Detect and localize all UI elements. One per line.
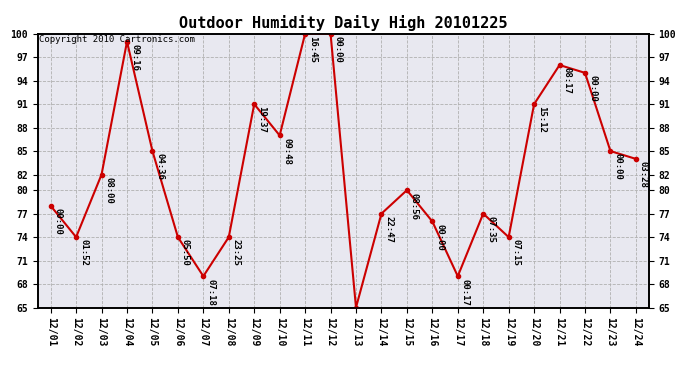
Text: 00:00: 00:00: [588, 75, 597, 102]
Text: Copyright 2010 Cartronics.com: Copyright 2010 Cartronics.com: [39, 35, 195, 44]
Text: 01:46: 01:46: [359, 310, 368, 337]
Text: 00:00: 00:00: [613, 153, 622, 180]
Text: 08:17: 08:17: [562, 68, 571, 94]
Text: 01:52: 01:52: [79, 240, 88, 266]
Text: 09:48: 09:48: [283, 138, 292, 165]
Text: 08:56: 08:56: [410, 192, 419, 219]
Text: 00:00: 00:00: [54, 208, 63, 235]
Text: 19:37: 19:37: [257, 106, 266, 134]
Text: 07:35: 07:35: [486, 216, 495, 243]
Text: 22:47: 22:47: [384, 216, 393, 243]
Text: 16:45: 16:45: [308, 36, 317, 63]
Title: Outdoor Humidity Daily High 20101225: Outdoor Humidity Daily High 20101225: [179, 15, 508, 31]
Text: 15:12: 15:12: [537, 106, 546, 134]
Text: 07:18: 07:18: [206, 279, 215, 305]
Text: 08:00: 08:00: [105, 177, 114, 204]
Text: 03:28: 03:28: [639, 161, 648, 188]
Text: 00:00: 00:00: [435, 224, 444, 251]
Text: 05:50: 05:50: [181, 240, 190, 266]
Text: 23:25: 23:25: [232, 240, 241, 266]
Text: 00:17: 00:17: [461, 279, 470, 305]
Text: 07:15: 07:15: [512, 240, 521, 266]
Text: 04:36: 04:36: [155, 153, 164, 180]
Text: 09:16: 09:16: [130, 44, 139, 71]
Text: 00:00: 00:00: [333, 36, 343, 63]
